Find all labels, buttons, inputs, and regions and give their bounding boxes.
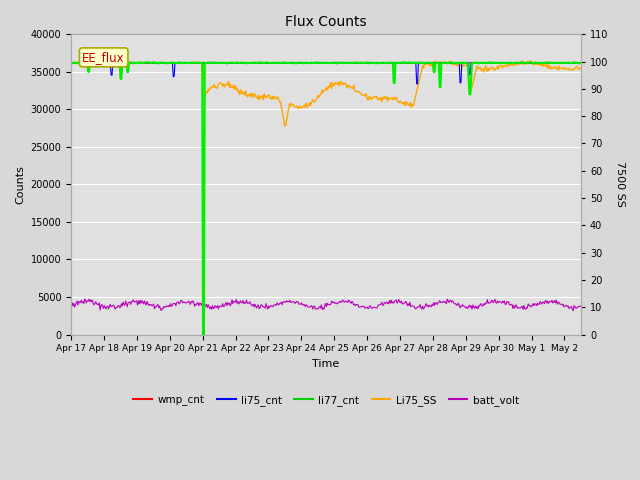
li77_cnt <box>300 60 307 66</box>
li75_cnt <box>413 81 421 87</box>
Line: wmp_cnt: wmp_cnt <box>71 62 581 63</box>
li75_cnt <box>67 60 75 66</box>
wmp_cnt <box>157 60 165 65</box>
batt_volt <box>67 303 75 309</box>
li75_cnt <box>157 60 165 66</box>
Y-axis label: 7500 SS: 7500 SS <box>615 161 625 207</box>
li77_cnt <box>144 59 152 65</box>
batt_volt <box>81 296 88 302</box>
li77_cnt <box>199 332 207 337</box>
Line: li75_cnt: li75_cnt <box>71 62 581 84</box>
batt_volt <box>300 301 307 307</box>
wmp_cnt <box>368 60 376 66</box>
Li75_SS <box>67 60 75 66</box>
li77_cnt <box>369 60 377 66</box>
wmp_cnt <box>452 60 460 66</box>
li75_cnt <box>198 60 206 66</box>
Title: Flux Counts: Flux Counts <box>285 15 367 29</box>
Line: Li75_SS: Li75_SS <box>71 60 581 126</box>
li77_cnt <box>453 60 461 66</box>
wmp_cnt <box>408 60 416 66</box>
Li75_SS <box>577 65 585 71</box>
Y-axis label: Counts: Counts <box>15 165 25 204</box>
Line: li77_cnt: li77_cnt <box>71 62 581 335</box>
li77_cnt <box>200 332 208 337</box>
wmp_cnt <box>511 60 518 66</box>
li77_cnt <box>67 60 75 66</box>
batt_volt <box>577 303 585 309</box>
batt_volt <box>453 302 461 308</box>
Li75_SS <box>527 58 534 63</box>
Li75_SS <box>299 104 307 110</box>
Li75_SS <box>198 60 206 66</box>
wmp_cnt <box>67 60 75 66</box>
Line: batt_volt: batt_volt <box>71 299 581 311</box>
batt_volt <box>200 303 208 309</box>
wmp_cnt <box>298 60 306 66</box>
X-axis label: Time: Time <box>312 359 340 369</box>
li75_cnt <box>369 60 376 66</box>
batt_volt <box>159 306 167 312</box>
wmp_cnt <box>198 60 206 66</box>
Li75_SS <box>281 123 289 129</box>
Li75_SS <box>157 60 165 66</box>
li75_cnt <box>299 60 307 65</box>
batt_volt <box>369 304 377 310</box>
wmp_cnt <box>577 60 585 66</box>
Legend: wmp_cnt, li75_cnt, li77_cnt, Li75_SS, batt_volt: wmp_cnt, li75_cnt, li77_cnt, Li75_SS, ba… <box>129 391 523 410</box>
li77_cnt <box>158 60 166 66</box>
Li75_SS <box>452 60 460 66</box>
batt_volt <box>410 303 417 309</box>
batt_volt <box>157 308 165 313</box>
Li75_SS <box>369 96 376 102</box>
Li75_SS <box>408 103 416 109</box>
wmp_cnt <box>400 59 408 65</box>
li75_cnt <box>453 60 461 66</box>
li77_cnt <box>577 60 585 66</box>
Text: EE_flux: EE_flux <box>83 51 125 64</box>
li75_cnt <box>577 60 585 66</box>
li77_cnt <box>410 60 417 66</box>
li75_cnt <box>408 60 416 66</box>
li75_cnt <box>214 60 221 65</box>
